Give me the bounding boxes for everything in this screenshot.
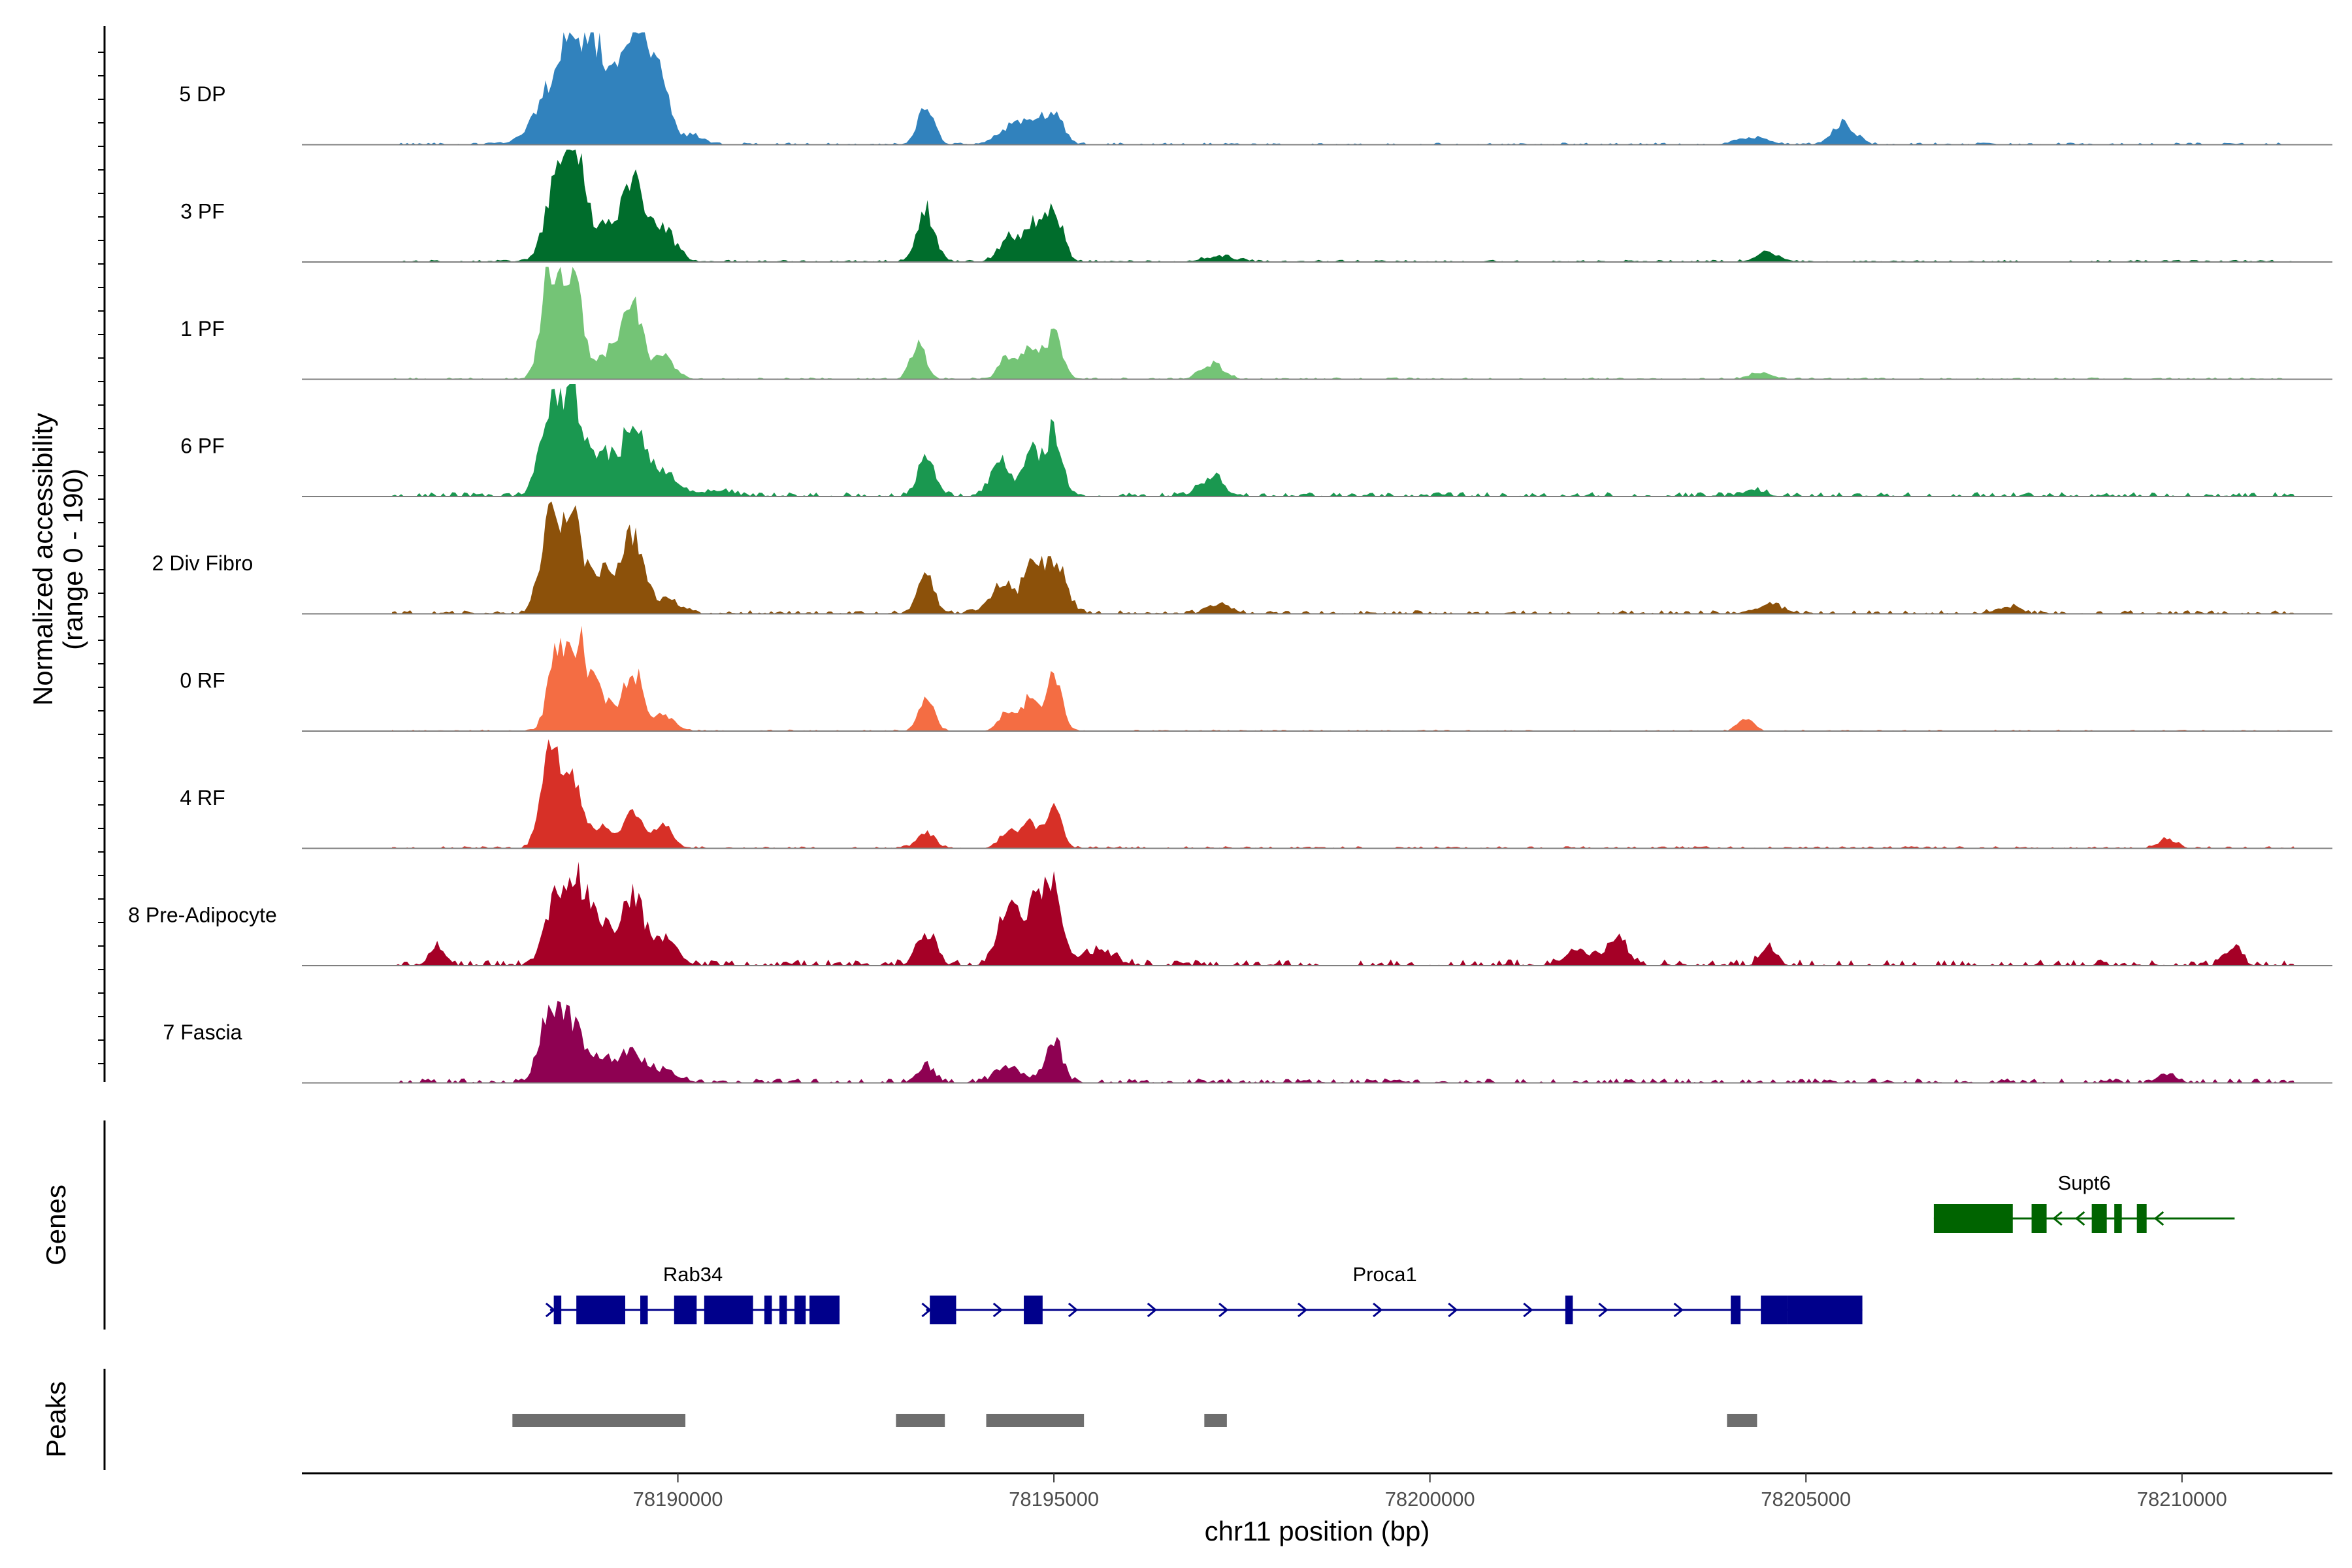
track-8-pre-adipocyte: 8 Pre-Adipocyte	[128, 862, 2332, 966]
strand-arrow	[992, 1302, 1004, 1318]
strand-arrow	[1068, 1302, 1079, 1318]
gene-exon	[794, 1296, 806, 1324]
y-axis-line	[98, 26, 106, 1082]
strand-arrow	[2052, 1211, 2063, 1226]
peak-region	[986, 1414, 1085, 1427]
peak-region	[896, 1414, 945, 1427]
gene-supt6: Supt6	[1933, 1171, 2235, 1233]
gene-exon	[576, 1296, 625, 1324]
track-4-rf: 4 RF	[180, 739, 2332, 849]
y-axis-title-line1: Normalized accessibility	[27, 413, 58, 706]
track-label: 3 PF	[180, 199, 225, 223]
x-axis-title: chr11 position (bp)	[1205, 1516, 1430, 1546]
genes-panel-title: Genes	[41, 1184, 71, 1266]
genes-panel: Genes Supt6 Rab34 Proca1	[41, 1120, 2235, 1330]
coverage-area	[392, 501, 2295, 614]
strand-arrow	[1673, 1302, 1684, 1318]
coverage-area	[392, 862, 2295, 966]
track-7-fascia: 7 Fascia	[163, 1000, 2332, 1084]
coverage-area	[392, 1000, 2295, 1083]
coverage-area	[392, 32, 2295, 145]
strand-arrow	[1218, 1302, 1229, 1318]
track-label: 0 RF	[180, 668, 225, 692]
gene-exon	[764, 1296, 772, 1324]
track-label: 4 RF	[180, 786, 225, 809]
gene-rab34: Rab34	[545, 1263, 840, 1324]
y-axis-title-line2: (range 0 - 190)	[57, 468, 88, 650]
gene-exon	[1933, 1204, 2013, 1233]
coverage-area	[392, 625, 2295, 731]
gene-exon	[2136, 1204, 2147, 1233]
track-6-pf: 6 PF	[180, 384, 2332, 497]
strand-arrow	[545, 1302, 556, 1318]
strand-arrow	[1147, 1302, 1158, 1318]
gene-exon	[1024, 1296, 1043, 1324]
gene-exon	[553, 1296, 562, 1324]
gene-exon	[2091, 1204, 2107, 1233]
x-axis: 78190000 78195000 78200000 78205000 78210000	[302, 1472, 2332, 1511]
track-1-pf: 1 PF	[180, 267, 2332, 380]
gene-exon	[640, 1296, 648, 1324]
strand-arrow	[2075, 1211, 2085, 1226]
coverage-tracks: 5 DP 3 PF 1 PF 6 PF 2 Div Fibro 0 RF 4 RF 8 Pre…	[128, 32, 2332, 1084]
gene-label: Proca1	[1352, 1263, 1416, 1286]
x-tick-label: 78190000	[633, 1488, 723, 1511]
strand-arrow	[921, 1302, 932, 1318]
track-2-div-fibro: 2 Div Fibro	[152, 501, 2332, 615]
gene-exon	[930, 1296, 956, 1324]
coverage-area	[392, 384, 2295, 497]
gene-exon	[674, 1296, 697, 1324]
gene-exon	[2114, 1204, 2122, 1233]
gene-exon	[1787, 1296, 1863, 1324]
gene-exon	[1731, 1296, 1741, 1324]
strand-arrow	[1373, 1302, 1383, 1318]
track-label: 1 PF	[180, 317, 225, 340]
track-label: 7 Fascia	[163, 1021, 242, 1044]
gene-proca1: Proca1	[921, 1263, 1863, 1324]
track-0-rf: 0 RF	[180, 625, 2332, 732]
x-tick-label: 78195000	[1009, 1488, 1099, 1511]
peaks-panel-title: Peaks	[41, 1381, 71, 1458]
track-label: 6 PF	[180, 434, 225, 457]
strand-arrow	[1448, 1302, 1458, 1318]
peak-region	[512, 1414, 686, 1427]
strand-arrow	[1598, 1302, 1609, 1318]
gene-exon	[809, 1296, 840, 1324]
track-label: 8 Pre-Adipocyte	[128, 903, 277, 926]
peak-region	[1727, 1414, 1757, 1427]
x-tick-label: 78200000	[1385, 1488, 1475, 1511]
gene-label: Rab34	[663, 1263, 723, 1286]
gene-exon	[779, 1296, 787, 1324]
coverage-area	[392, 267, 2295, 380]
gene-exon	[1761, 1296, 1788, 1324]
strand-arrow	[2153, 1211, 2164, 1226]
track-5-dp: 5 DP	[179, 32, 2332, 146]
strand-arrow	[1298, 1302, 1308, 1318]
x-tick-label: 78210000	[2137, 1488, 2227, 1511]
coverage-area	[392, 150, 2295, 262]
peaks-panel: Peaks	[41, 1369, 1757, 1470]
y-axis-title: Normalized accessibility (range 0 - 190)	[27, 413, 88, 706]
gene-label: Supt6	[2058, 1171, 2111, 1194]
gene-exon	[704, 1296, 753, 1324]
peak-region	[1204, 1414, 1227, 1427]
gene-exon	[1565, 1296, 1573, 1324]
track-label: 5 DP	[179, 82, 225, 106]
strand-arrow	[1523, 1302, 1533, 1318]
coverage-area	[392, 739, 2295, 849]
track-label: 2 Div Fibro	[152, 551, 253, 575]
track-3-pf: 3 PF	[180, 150, 2332, 263]
gene-exon	[2031, 1204, 2047, 1233]
x-tick-label: 78205000	[1761, 1488, 1851, 1511]
